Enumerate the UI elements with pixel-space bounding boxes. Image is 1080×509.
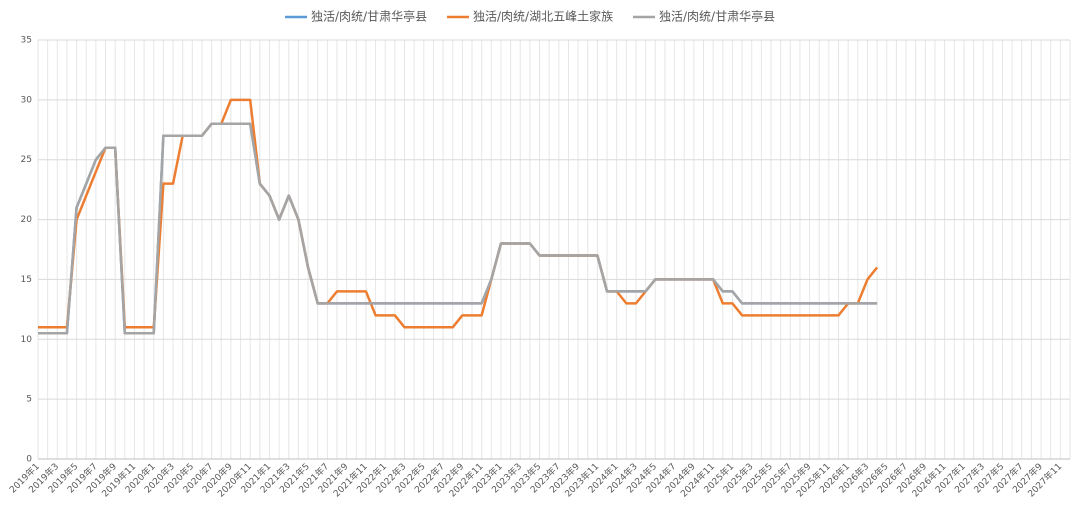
legend-label: 独活/肉统/甘肃华亭县 [659,9,775,24]
y-tick-label: 10 [21,335,33,345]
legend: 独活/肉统/甘肃华亭县 独活/肉统/湖北五峰土家族 独活/肉统/甘肃华亭县 [285,9,775,24]
y-tick-label: 25 [21,155,32,165]
y-tick-label: 35 [21,36,32,46]
y-tick-label: 20 [21,215,33,225]
y-tick-label: 30 [21,95,33,105]
series-line [38,98,879,329]
y-tick-label: 0 [26,455,32,465]
y-tick-label: 5 [26,395,32,405]
legend-label: 独活/肉统/甘肃华亭县 [311,9,427,24]
legend-label: 独活/肉统/湖北五峰土家族 [473,9,613,24]
y-tick-label: 15 [21,275,32,285]
series-line [38,122,878,335]
